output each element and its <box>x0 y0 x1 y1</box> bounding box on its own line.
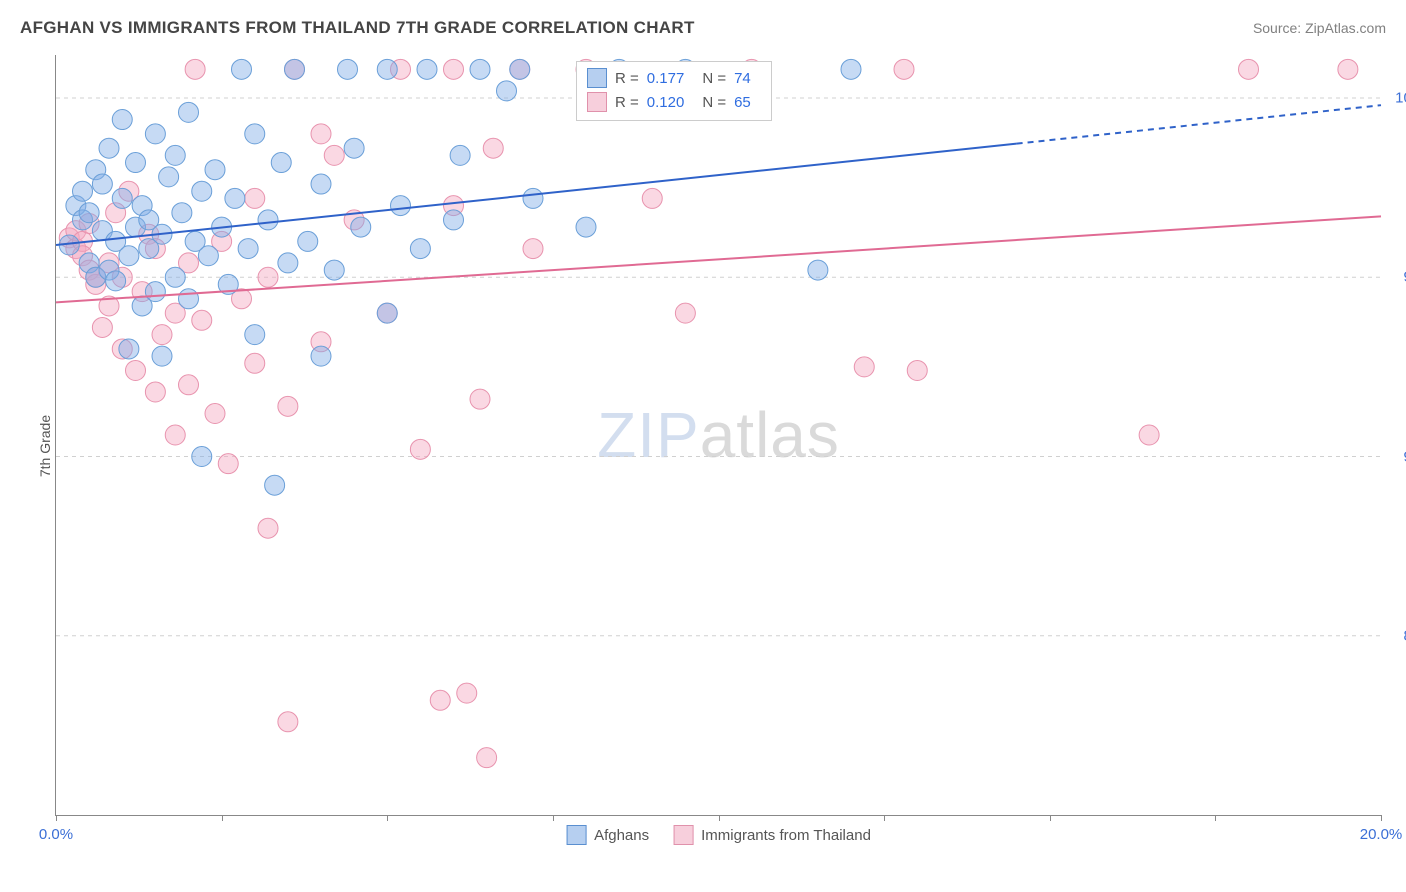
x-tick <box>1215 815 1216 821</box>
chart-header: AFGHAN VS IMMIGRANTS FROM THAILAND 7TH G… <box>20 18 1386 38</box>
chart-title: AFGHAN VS IMMIGRANTS FROM THAILAND 7TH G… <box>20 18 695 38</box>
x-tick <box>719 815 720 821</box>
x-tick <box>1050 815 1051 821</box>
stats-n-pink: 65 <box>734 94 751 111</box>
stats-n-label: N = <box>702 94 726 111</box>
chart-plot-area: ZIPatlas 85.0%90.0%95.0%100.0% 0.0%20.0%… <box>55 55 1381 816</box>
x-tick <box>56 815 57 821</box>
stats-n-blue: 74 <box>734 70 751 87</box>
stats-r-label: R = <box>615 70 639 87</box>
stats-r-label: R = <box>615 94 639 111</box>
x-tick <box>387 815 388 821</box>
scatter-svg <box>56 55 1381 815</box>
x-tick <box>1381 815 1382 821</box>
legend-item-afghans: Afghans <box>566 825 649 845</box>
stats-row-blue: R = 0.177 N = 74 <box>587 66 761 90</box>
stats-r-blue: 0.177 <box>647 70 685 87</box>
x-tick-label: 20.0% <box>1360 826 1403 843</box>
legend-item-thailand: Immigrants from Thailand <box>673 825 871 845</box>
source-label: Source: ZipAtlas.com <box>1253 20 1386 36</box>
stats-row-pink: R = 0.120 N = 65 <box>587 90 761 114</box>
y-tick-label: 100.0% <box>1395 90 1406 107</box>
swatch-blue-icon <box>587 68 607 88</box>
x-tick <box>222 815 223 821</box>
stats-legend: R = 0.177 N = 74 R = 0.120 N = 65 <box>576 61 772 121</box>
swatch-pink-icon <box>587 92 607 112</box>
bottom-legend: Afghans Immigrants from Thailand <box>566 825 871 845</box>
x-tick <box>553 815 554 821</box>
stats-n-label: N = <box>702 70 726 87</box>
stats-r-pink: 0.120 <box>647 94 685 111</box>
x-tick <box>884 815 885 821</box>
x-tick-label: 0.0% <box>39 826 73 843</box>
swatch-pink-icon <box>673 825 693 845</box>
y-axis-label: 7th Grade <box>37 415 53 477</box>
legend-label-afghans: Afghans <box>594 827 649 844</box>
swatch-blue-icon <box>566 825 586 845</box>
legend-label-thailand: Immigrants from Thailand <box>701 827 871 844</box>
